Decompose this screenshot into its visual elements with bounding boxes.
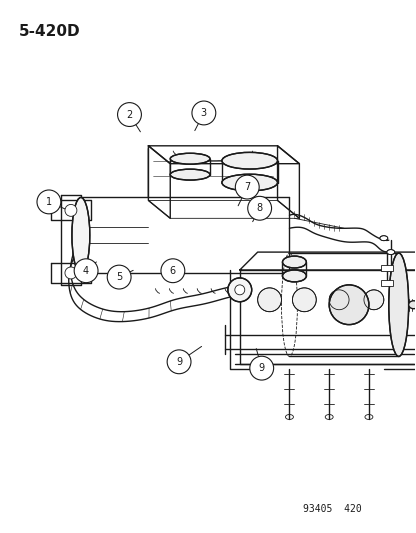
- Circle shape: [228, 278, 252, 302]
- Ellipse shape: [409, 301, 416, 309]
- Text: 93405  420: 93405 420: [303, 504, 362, 514]
- Circle shape: [250, 356, 274, 380]
- Circle shape: [167, 350, 191, 374]
- Text: 9: 9: [176, 357, 182, 367]
- Text: 7: 7: [244, 182, 250, 192]
- Ellipse shape: [72, 197, 90, 273]
- Text: 6: 6: [170, 266, 176, 276]
- Circle shape: [65, 267, 77, 279]
- Circle shape: [329, 290, 349, 310]
- Circle shape: [74, 259, 98, 282]
- Text: 4: 4: [83, 266, 89, 276]
- Circle shape: [235, 175, 259, 199]
- Text: 8: 8: [257, 203, 263, 213]
- Text: 5-420D: 5-420D: [19, 23, 81, 38]
- Text: 5: 5: [116, 272, 122, 282]
- Bar: [381, 265, 393, 271]
- Ellipse shape: [170, 154, 210, 164]
- Text: 3: 3: [201, 108, 207, 118]
- Circle shape: [161, 259, 185, 282]
- Circle shape: [329, 285, 369, 325]
- Circle shape: [235, 285, 245, 295]
- Circle shape: [364, 290, 384, 310]
- Circle shape: [292, 288, 316, 312]
- Circle shape: [118, 103, 141, 126]
- Ellipse shape: [222, 174, 277, 191]
- Circle shape: [37, 190, 61, 214]
- Circle shape: [248, 196, 272, 220]
- Circle shape: [192, 101, 216, 125]
- Ellipse shape: [387, 249, 395, 255]
- Ellipse shape: [170, 169, 210, 180]
- Ellipse shape: [282, 270, 306, 282]
- Circle shape: [107, 265, 131, 289]
- Text: 1: 1: [46, 197, 52, 207]
- Ellipse shape: [389, 253, 409, 357]
- Text: 9: 9: [259, 363, 265, 373]
- Circle shape: [258, 288, 282, 312]
- Text: 2: 2: [126, 110, 133, 119]
- Ellipse shape: [282, 256, 306, 268]
- Bar: [381, 280, 393, 286]
- Ellipse shape: [380, 236, 388, 241]
- Circle shape: [65, 205, 77, 216]
- Ellipse shape: [222, 152, 277, 169]
